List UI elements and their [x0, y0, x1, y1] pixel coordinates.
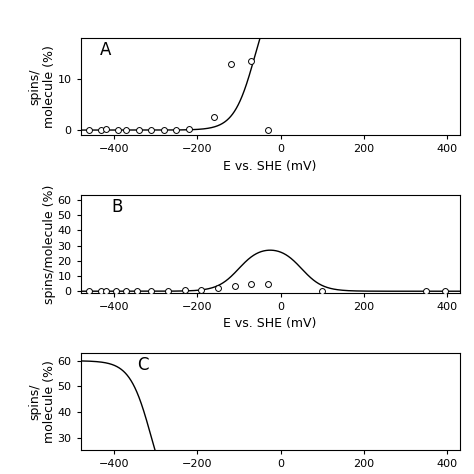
Point	[112, 287, 120, 295]
Point	[85, 126, 93, 134]
Point	[247, 280, 255, 288]
Text: B: B	[111, 199, 122, 217]
Point	[214, 284, 222, 292]
Point	[441, 287, 449, 295]
Text: C: C	[137, 356, 149, 374]
Point	[133, 287, 141, 295]
Point	[147, 126, 155, 134]
Point	[264, 280, 272, 287]
Point	[114, 126, 122, 133]
Point	[264, 126, 272, 134]
Y-axis label: spins/
molecule (%): spins/ molecule (%)	[28, 360, 56, 443]
Text: A: A	[100, 41, 111, 59]
Point	[123, 287, 130, 295]
Point	[319, 287, 326, 295]
X-axis label: E vs. SHE (mV): E vs. SHE (mV)	[224, 160, 317, 173]
Point	[102, 287, 109, 295]
Point	[98, 287, 105, 295]
Point	[227, 60, 234, 67]
Point	[98, 126, 105, 134]
X-axis label: E vs. SHE (mV): E vs. SHE (mV)	[224, 317, 317, 330]
Point	[181, 287, 189, 294]
Y-axis label: spins/molecule (%): spins/molecule (%)	[43, 184, 56, 304]
Point	[247, 57, 255, 65]
Point	[185, 125, 193, 132]
Point	[135, 126, 143, 133]
Point	[160, 126, 168, 133]
Point	[85, 287, 93, 295]
Point	[123, 126, 130, 133]
Point	[210, 113, 218, 121]
Point	[198, 286, 205, 293]
Point	[102, 125, 109, 133]
Point	[147, 287, 155, 295]
Point	[173, 126, 180, 134]
Y-axis label: spins/
molecule (%): spins/ molecule (%)	[28, 45, 56, 128]
Point	[423, 287, 430, 295]
Point	[164, 287, 172, 295]
Point	[231, 282, 238, 290]
